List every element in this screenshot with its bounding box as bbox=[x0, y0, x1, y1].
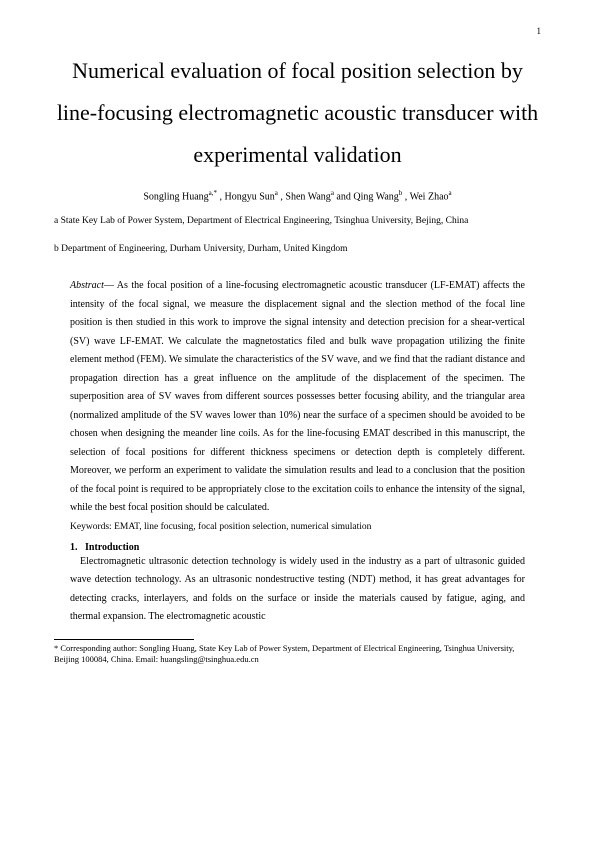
author-name: Qing Wang bbox=[353, 192, 398, 203]
author-sup: a bbox=[275, 189, 278, 197]
abstract-block: Abstract— As the focal position of a lin… bbox=[54, 277, 541, 518]
author-sup: a bbox=[449, 189, 452, 197]
section-number: 1. bbox=[70, 542, 78, 553]
author-name: Songling Huang bbox=[143, 192, 208, 203]
author-name: Wei Zhao bbox=[410, 192, 449, 203]
author-name: Hongyu Sun bbox=[225, 192, 275, 203]
affiliation-b: b Department of Engineering, Durham Univ… bbox=[54, 243, 541, 255]
section-title: Introduction bbox=[85, 542, 139, 553]
affiliation-a: a State Key Lab of Power System, Departm… bbox=[54, 215, 541, 227]
page-number: 1 bbox=[537, 26, 542, 36]
section-heading: 1. Introduction bbox=[54, 542, 541, 553]
keywords-line: Keywords: EMAT, line focusing, focal pos… bbox=[54, 522, 541, 532]
author-line: Songling Huanga,* , Hongyu Suna , Shen W… bbox=[54, 189, 541, 202]
separator: and bbox=[336, 192, 353, 203]
author-name: Shen Wang bbox=[285, 192, 330, 203]
abstract-text: Abstract— As the focal position of a lin… bbox=[70, 277, 525, 518]
author-sup: a,* bbox=[209, 189, 217, 197]
intro-paragraph: Electromagnetic ultrasonic detection tec… bbox=[54, 553, 541, 627]
author-sup: b bbox=[399, 189, 403, 197]
footnote-rule bbox=[54, 639, 194, 640]
abstract-label: Abstract bbox=[70, 280, 104, 291]
corresponding-footnote: * Corresponding author: Songling Huang, … bbox=[54, 643, 541, 666]
abstract-body: — As the focal position of a line-focusi… bbox=[70, 280, 525, 513]
author-sup: a bbox=[331, 189, 334, 197]
paper-title: Numerical evaluation of focal position s… bbox=[54, 50, 541, 175]
